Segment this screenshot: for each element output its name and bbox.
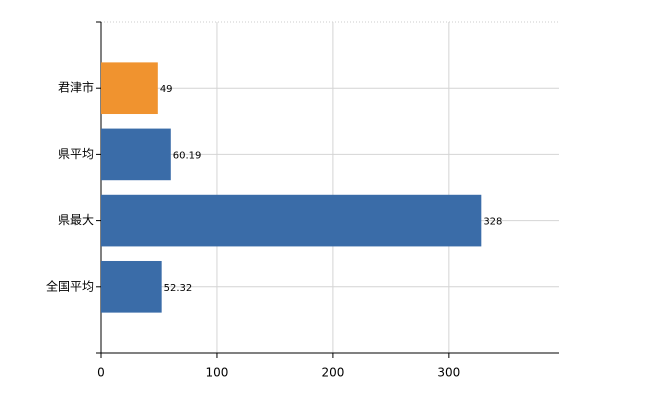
x-tick-label: 300 <box>437 366 460 380</box>
value-label: 60.19 <box>173 150 202 161</box>
bar <box>101 194 482 247</box>
y-tick-label: 君津市 <box>58 80 94 95</box>
bar <box>101 260 162 313</box>
y-tick-label: 県最大 <box>58 213 94 227</box>
value-label: 49 <box>160 84 173 95</box>
value-label: 328 <box>483 217 502 228</box>
y-tick-label: 全国平均 <box>46 278 94 293</box>
value-label: 52.32 <box>164 283 193 294</box>
x-tick-label: 200 <box>321 366 344 380</box>
bar <box>101 62 158 115</box>
bar <box>101 128 171 181</box>
x-tick-label: 0 <box>97 366 105 380</box>
x-tick-label: 100 <box>205 366 228 380</box>
y-tick-label: 県平均 <box>58 147 94 161</box>
